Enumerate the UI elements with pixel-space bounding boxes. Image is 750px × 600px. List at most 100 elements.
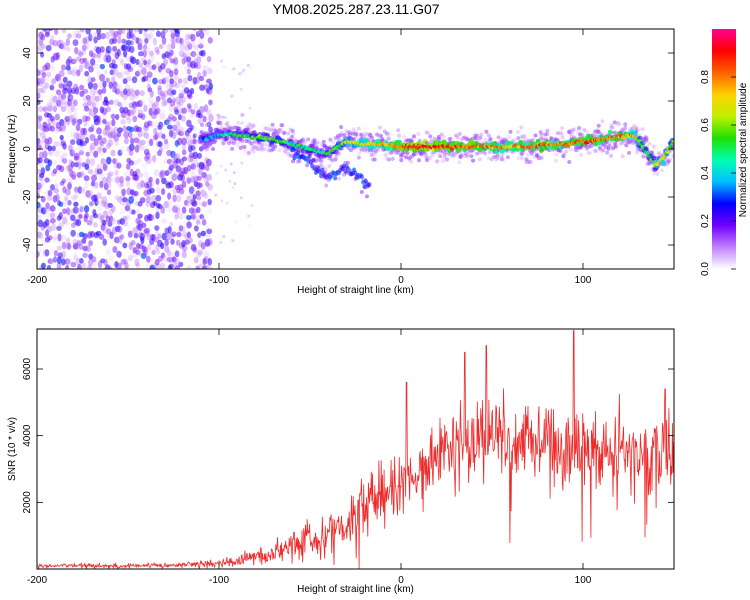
spectrogram-cell [75, 242, 80, 250]
spectrogram-cell [496, 135, 501, 140]
spectrogram-cell [560, 126, 565, 131]
spectrogram-cell [116, 162, 122, 169]
spectrogram-cell [149, 264, 156, 269]
spectrogram-cell [198, 188, 205, 195]
spectrogram-cell [159, 122, 166, 129]
spectrogram-cell [200, 242, 206, 250]
spectrogram-cell [170, 32, 176, 39]
spectrogram-cell [81, 115, 88, 123]
spectrogram-cell [178, 130, 184, 137]
spectrogram-cell [129, 126, 135, 133]
spectrogram-cell [161, 188, 166, 196]
spectrogram-cell [102, 130, 108, 137]
spectrogram-cell [124, 262, 129, 269]
spectrogram-cell [290, 128, 295, 133]
spectrogram-cell [199, 129, 204, 134]
spectrogram-cell [200, 189, 207, 198]
spectrogram-cell [222, 65, 226, 69]
spectrogram-cell [172, 194, 177, 203]
spectrogram-cell [299, 138, 304, 143]
spectrogram-cell [271, 131, 277, 137]
spectrogram-cell [37, 77, 41, 85]
spectrogram-cell [105, 77, 110, 83]
spectrogram-cell [172, 124, 178, 132]
x-tick-label: 100 [575, 275, 592, 286]
spectrogram-cell [252, 139, 257, 144]
spectrogram-cell [382, 129, 387, 134]
spectrogram-cell [206, 121, 211, 126]
spectrogram-cell [128, 242, 133, 250]
spectrogram-cell [37, 231, 42, 238]
spectrogram-cell [37, 81, 44, 87]
spectrogram-cell [67, 33, 72, 39]
spectrogram-cell [157, 141, 163, 148]
colorbar-tick-label: 0.6 [700, 118, 711, 132]
spectrogram-cell [125, 180, 131, 187]
spectrogram-cell [128, 87, 135, 94]
spectrogram-cell [47, 145, 53, 152]
spectrogram-cell [151, 64, 157, 70]
spectrogram-cell [324, 183, 329, 188]
spectrogram-cell [129, 93, 136, 102]
y-tick-label: 40 [22, 47, 33, 59]
spectrogram-cell [99, 46, 105, 53]
spectrogram-cell [54, 150, 61, 158]
spectrogram-cell [140, 252, 147, 260]
spectrogram-cell [296, 150, 301, 156]
spectrogram-cell [162, 29, 169, 34]
spectrogram-cell [169, 29, 176, 34]
spectrogram-cell [90, 157, 96, 166]
spectrogram-cell [174, 250, 180, 258]
spectrogram-cell [571, 127, 576, 132]
spectrogram-cell [181, 250, 187, 259]
spectrogram-cell [366, 133, 371, 138]
spectrogram-cell [38, 105, 44, 113]
spectrogram-cell [117, 101, 123, 108]
spectrogram-cell [206, 78, 212, 84]
spectrogram-cell [183, 199, 189, 206]
spectrogram-cell [85, 94, 92, 100]
spectrogram-cell [147, 63, 152, 71]
spectrogram-cell [157, 233, 162, 239]
spectrogram-cell [367, 132, 372, 137]
spectrogram-cell [37, 44, 44, 52]
spectrogram-cell [199, 31, 205, 39]
spectrogram-cell [37, 115, 43, 122]
spectrogram-cell [159, 69, 165, 76]
spectrogram-cell [48, 29, 54, 32]
spectrogram-cell [60, 140, 66, 147]
spectrogram-cell [143, 132, 150, 139]
spectrogram-cell [166, 158, 172, 165]
spectrogram-cell [151, 249, 156, 255]
spectrogram-cell [251, 123, 256, 128]
spectrogram-cell [133, 92, 139, 99]
spectrogram-cell [610, 125, 615, 130]
spectrogram-cell [79, 133, 85, 142]
spectrogram-cell [51, 223, 56, 232]
spectrogram-cell [138, 177, 144, 184]
spectrogram-cell [208, 99, 213, 106]
spectrogram-cell [242, 68, 246, 72]
spectrogram-cell [348, 148, 353, 153]
spectrogram-cell [169, 49, 174, 56]
spectrogram-cell [50, 125, 55, 132]
spectrogram-cell [46, 264, 52, 269]
spectrogram-cell [276, 130, 281, 135]
spectrogram-cell [52, 195, 58, 203]
spectrogram-cell [113, 158, 119, 165]
spectrogram-cell [199, 75, 205, 82]
spectrogram-cell [112, 45, 118, 52]
spectrogram-cell [353, 133, 358, 138]
spectrogram-cell [375, 147, 380, 152]
spectrogram-cell [185, 41, 192, 47]
spectrogram-cell [155, 178, 160, 185]
spectrogram-cell [177, 184, 184, 191]
spectrogram-cell [106, 156, 112, 165]
spectrogram-cell [125, 84, 131, 92]
spectrogram-cell [457, 160, 462, 165]
spectrogram-cell [135, 58, 140, 66]
spectrogram-cell [291, 136, 296, 141]
spectrogram-cell [77, 263, 82, 269]
snr-series-line [37, 330, 674, 569]
spectrogram-cell [310, 139, 315, 144]
